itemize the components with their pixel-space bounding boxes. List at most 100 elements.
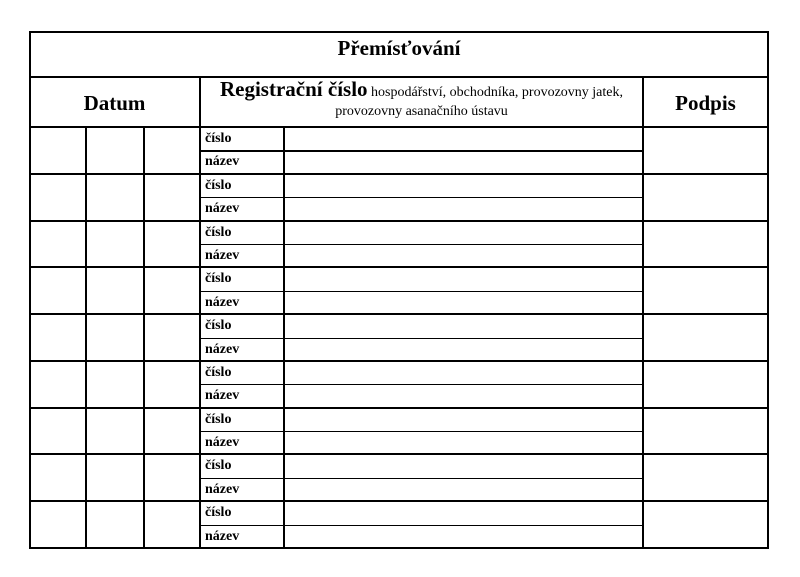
divider-header bbox=[29, 126, 769, 128]
header-registracni-cislo: Registrační číslo hospodářství, obchodní… bbox=[200, 77, 643, 121]
divider-datum bbox=[199, 77, 201, 548]
divider-datum-month bbox=[143, 127, 145, 548]
date-month-cell[interactable] bbox=[86, 409, 143, 454]
date-year-cell[interactable] bbox=[144, 175, 199, 220]
date-year-cell[interactable] bbox=[144, 502, 199, 547]
label-cislo: číslo bbox=[205, 411, 232, 427]
label-cislo: číslo bbox=[205, 271, 232, 287]
date-year-cell[interactable] bbox=[144, 455, 199, 500]
label-nazev: název bbox=[205, 247, 240, 263]
form-table bbox=[29, 31, 769, 549]
form-title: Přemísťování bbox=[337, 36, 461, 60]
field-nazev[interactable] bbox=[285, 525, 642, 547]
row-divider bbox=[29, 219, 769, 222]
subrow-divider bbox=[200, 197, 643, 199]
subrow-divider bbox=[200, 150, 643, 152]
label-cislo: číslo bbox=[205, 505, 232, 521]
row-divider bbox=[29, 500, 769, 503]
label-nazev: název bbox=[205, 481, 240, 497]
subrow-divider bbox=[200, 337, 643, 339]
label-cislo: číslo bbox=[205, 177, 232, 193]
label-nazev: název bbox=[205, 435, 240, 451]
header-datum: Datum bbox=[83, 91, 146, 115]
field-nazev[interactable] bbox=[285, 431, 642, 453]
date-year-cell[interactable] bbox=[144, 362, 199, 407]
signature-cell[interactable] bbox=[644, 362, 768, 407]
field-cislo[interactable] bbox=[285, 127, 642, 149]
label-nazev: název bbox=[205, 388, 240, 404]
divider-datum-day bbox=[85, 127, 87, 548]
date-month-cell[interactable] bbox=[86, 362, 143, 407]
subrow-divider bbox=[200, 384, 643, 386]
signature-cell[interactable] bbox=[644, 268, 768, 313]
date-month-cell[interactable] bbox=[86, 455, 143, 500]
date-month-cell[interactable] bbox=[86, 175, 143, 220]
signature-cell[interactable] bbox=[644, 175, 768, 220]
row-divider bbox=[29, 359, 769, 362]
date-year-cell[interactable] bbox=[144, 268, 199, 313]
field-nazev[interactable] bbox=[285, 244, 642, 266]
date-day-cell[interactable] bbox=[30, 455, 86, 500]
row-divider bbox=[29, 266, 769, 269]
field-nazev[interactable] bbox=[285, 150, 642, 172]
label-cislo: číslo bbox=[205, 318, 232, 334]
signature-cell[interactable] bbox=[644, 409, 768, 454]
signature-cell[interactable] bbox=[644, 222, 768, 267]
label-cislo: číslo bbox=[205, 364, 232, 380]
field-cislo[interactable] bbox=[285, 221, 642, 243]
label-nazev: název bbox=[205, 154, 240, 170]
field-nazev[interactable] bbox=[285, 384, 642, 406]
date-month-cell[interactable] bbox=[86, 222, 143, 267]
date-day-cell[interactable] bbox=[30, 362, 86, 407]
date-month-cell[interactable] bbox=[86, 315, 143, 360]
field-cislo[interactable] bbox=[285, 408, 642, 430]
date-month-cell[interactable] bbox=[86, 268, 143, 313]
row-divider bbox=[29, 313, 769, 316]
date-day-cell[interactable] bbox=[30, 222, 86, 267]
date-month-cell[interactable] bbox=[86, 502, 143, 547]
date-month-cell[interactable] bbox=[86, 128, 143, 173]
subrow-divider bbox=[200, 243, 643, 246]
signature-cell[interactable] bbox=[644, 502, 768, 547]
date-year-cell[interactable] bbox=[144, 128, 199, 173]
field-cislo[interactable] bbox=[285, 361, 642, 383]
field-cislo[interactable] bbox=[285, 501, 642, 523]
field-cislo[interactable] bbox=[285, 174, 642, 196]
label-nazev: název bbox=[205, 341, 240, 357]
date-year-cell[interactable] bbox=[144, 409, 199, 454]
row-divider bbox=[29, 172, 769, 175]
row-divider bbox=[29, 453, 769, 456]
signature-cell[interactable] bbox=[644, 128, 768, 173]
divider-podpis bbox=[642, 77, 644, 548]
field-nazev[interactable] bbox=[285, 197, 642, 219]
date-day-cell[interactable] bbox=[30, 268, 86, 313]
signature-cell[interactable] bbox=[644, 455, 768, 500]
date-year-cell[interactable] bbox=[144, 315, 199, 360]
header-registracni-sub: hospodářství, obchodníka, provozovny jat… bbox=[335, 85, 623, 119]
field-nazev[interactable] bbox=[285, 478, 642, 500]
date-day-cell[interactable] bbox=[30, 409, 86, 454]
label-cislo: číslo bbox=[205, 458, 232, 474]
label-cislo: číslo bbox=[205, 131, 232, 146]
header-registracni-main: Registrační číslo bbox=[219, 77, 368, 101]
field-cislo[interactable] bbox=[285, 314, 642, 336]
header-podpis: Podpis bbox=[675, 91, 736, 115]
row-divider bbox=[29, 406, 769, 409]
label-cislo: číslo bbox=[205, 224, 232, 240]
date-day-cell[interactable] bbox=[30, 175, 86, 220]
divider-title bbox=[29, 76, 769, 78]
label-nazev: název bbox=[205, 294, 240, 310]
label-nazev: název bbox=[205, 528, 240, 544]
field-cislo[interactable] bbox=[285, 454, 642, 476]
label-nazev: název bbox=[205, 201, 240, 217]
date-day-cell[interactable] bbox=[30, 502, 86, 547]
field-nazev[interactable] bbox=[285, 338, 642, 360]
date-day-cell[interactable] bbox=[30, 128, 86, 173]
field-cislo[interactable] bbox=[285, 267, 642, 289]
subrow-divider bbox=[200, 290, 643, 292]
field-nazev[interactable] bbox=[285, 291, 642, 313]
date-day-cell[interactable] bbox=[30, 315, 86, 360]
signature-cell[interactable] bbox=[644, 315, 768, 360]
subrow-divider bbox=[200, 477, 643, 480]
date-year-cell[interactable] bbox=[144, 222, 199, 267]
